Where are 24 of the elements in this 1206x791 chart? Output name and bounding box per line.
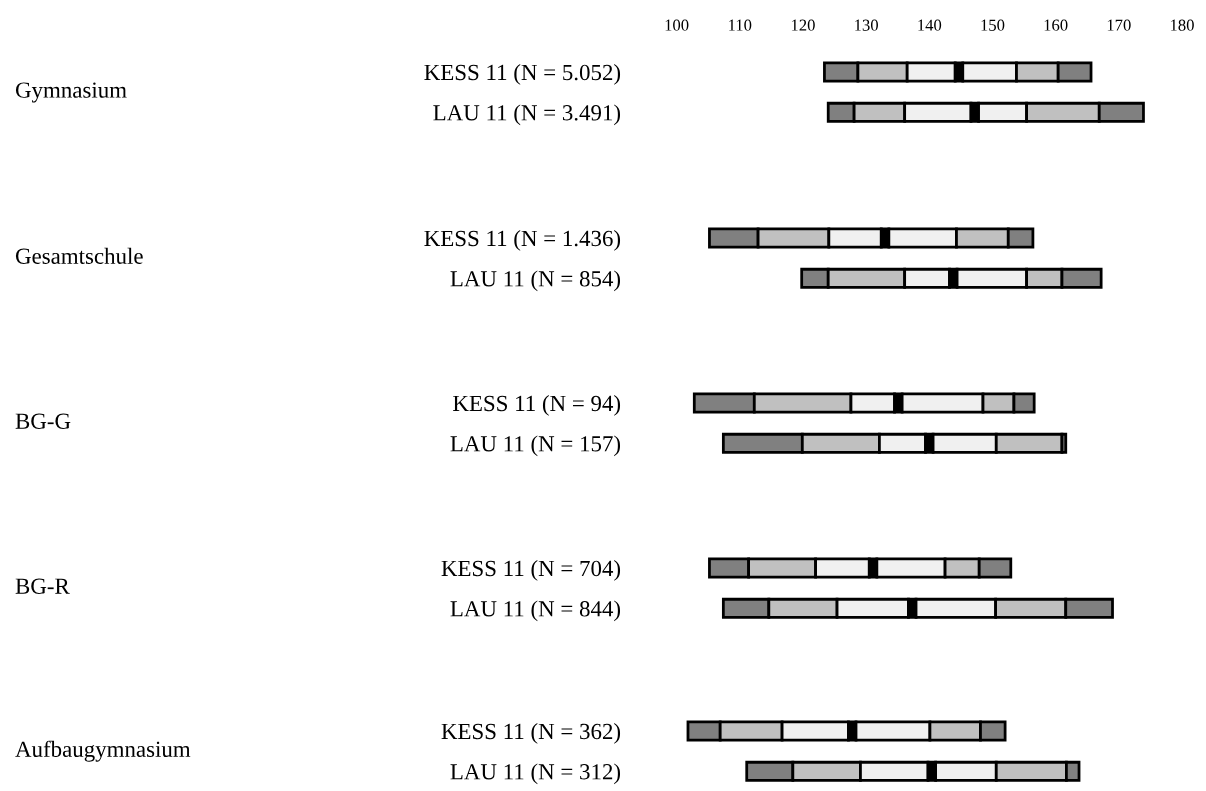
y-axis-title: Gymnasium xyxy=(15,82,127,103)
y-tick-label: LAU 11 (N = 312) xyxy=(450,763,621,785)
x-tick-label: 140 xyxy=(918,19,942,31)
y-tick-label: KESS 11 (N = 94) xyxy=(453,395,621,416)
x-tick-label: 160 xyxy=(1044,19,1068,31)
y-tick-label: KESS 11 (N = 362) xyxy=(441,723,621,744)
y-tick-label: KESS 11 (N = 1.436) xyxy=(424,230,621,251)
y-axis-title: BG-R xyxy=(15,578,70,594)
x-tick-label: 150 xyxy=(981,19,1005,31)
x-tick-label: 170 xyxy=(1107,19,1131,31)
y-tick-label: LAU 11 (N = 854) xyxy=(450,270,621,292)
x-tick-label: 120 xyxy=(791,19,815,31)
y-tick-label: LAU 11 (N = 844) xyxy=(450,600,621,622)
y-tick-label: LAU 11 (N = 157) xyxy=(450,435,621,457)
y-tick-label: KESS 11 (N = 704) xyxy=(441,560,621,581)
x-tick-label: 130 xyxy=(855,19,878,31)
y-tick-label: LAU 11 (N = 3.491) xyxy=(433,104,621,126)
y-axis-title: Aufbaugymnasium xyxy=(15,740,191,762)
x-tick-label: 180 xyxy=(1170,19,1194,31)
y-tick-label: KESS 11 (N = 5.052) xyxy=(424,64,621,85)
x-tick-label: 110 xyxy=(729,19,752,31)
y-axis-title: BG-G xyxy=(15,413,71,429)
y-axis-title: Gesamtschule xyxy=(15,247,143,264)
x-tick-label: 100 xyxy=(665,19,689,31)
